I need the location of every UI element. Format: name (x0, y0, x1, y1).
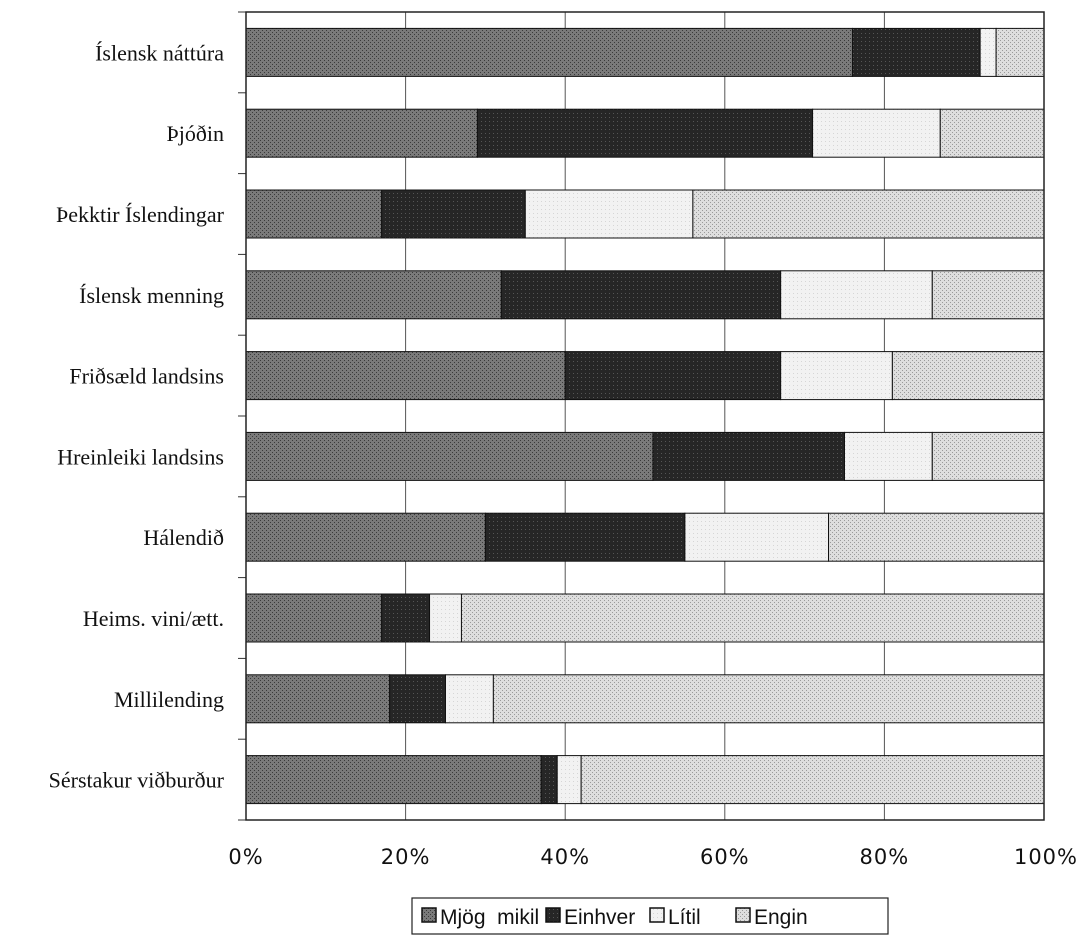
category-label: Íslensk náttúra (95, 40, 224, 65)
bar-segment (652, 431, 845, 481)
x-tick-label: 100% (1014, 845, 1078, 869)
bar-segment (931, 270, 1045, 320)
category-label: Millilending (114, 687, 224, 712)
x-tick-label: 80% (860, 845, 910, 869)
bar-segment (245, 108, 478, 158)
bar-segment (564, 351, 782, 401)
bar-segment (500, 270, 782, 320)
bar-segment (429, 593, 462, 643)
bar-segment (484, 512, 686, 562)
category-label: Sérstakur viðburður (49, 768, 225, 793)
x-tick-label: 20% (381, 845, 431, 869)
category-label: Íslensk menning (79, 283, 224, 308)
bar-segment (245, 593, 383, 643)
bars (245, 27, 1045, 805)
bar-segment (492, 674, 1045, 724)
category-label: Þjóðin (167, 121, 224, 146)
legend-swatch (421, 907, 437, 923)
legend-label: Engin (754, 906, 808, 929)
bar-segment (556, 755, 582, 805)
plot-border (245, 11, 1045, 821)
bar-segment (460, 593, 1045, 643)
bar-segment (245, 351, 566, 401)
category-label: Friðsæld landsins (69, 364, 224, 389)
bar-segment (445, 674, 494, 724)
bar-segment (476, 108, 814, 158)
bar-segment (891, 351, 1045, 401)
category-labels: Íslensk náttúra Þjóðin Þekktir Íslendingar… (49, 40, 225, 792)
bar-segment (692, 189, 1045, 239)
bar-segment (780, 351, 893, 401)
category-label: Heims. vini/ætt. (83, 606, 224, 631)
legend-swatch (735, 907, 751, 923)
bar-segment (245, 270, 502, 320)
x-tick-label: 40% (540, 845, 590, 869)
bar-segment (245, 755, 542, 805)
legend-label: Lítil (668, 906, 701, 929)
legend-swatch (545, 907, 561, 923)
bar-segment (245, 431, 654, 481)
bar-segment (245, 189, 383, 239)
legend-label: Einhver (564, 906, 635, 929)
bar-segment (995, 27, 1045, 77)
bar-segment (684, 512, 830, 562)
bar-segment (245, 512, 486, 562)
bar-segment (540, 755, 558, 805)
bar-segment (245, 674, 391, 724)
bar-segment (979, 27, 997, 77)
bar-segment (381, 593, 431, 643)
category-label: Hreinleiki landsins (57, 444, 224, 469)
bar-segment (524, 189, 694, 239)
legend-label: Mjög mikil (440, 906, 539, 929)
x-tick-label: 60% (700, 845, 750, 869)
bar-segment (580, 755, 1045, 805)
plot-frame (238, 11, 1045, 821)
bar-segment (381, 189, 526, 239)
category-label: Hálendið (143, 525, 224, 550)
bar-segment (844, 431, 933, 481)
legend: Mjög mikil Einhver Lítil Engin (411, 897, 889, 935)
bar-segment (828, 512, 1045, 562)
bar-segment (780, 270, 933, 320)
bar-segment (812, 108, 941, 158)
x-tick-label: 0% (228, 845, 263, 869)
legend-swatch (649, 907, 665, 923)
bar-segment (851, 27, 981, 77)
x-tick-labels: 0% 20% 40% 60% 80% 100% (228, 845, 1078, 869)
bar-segment (245, 27, 853, 77)
bar-segment (931, 431, 1045, 481)
bar-segment (939, 108, 1045, 158)
bar-segment (389, 674, 447, 724)
category-label: Þekktir Íslendingar (56, 202, 225, 227)
